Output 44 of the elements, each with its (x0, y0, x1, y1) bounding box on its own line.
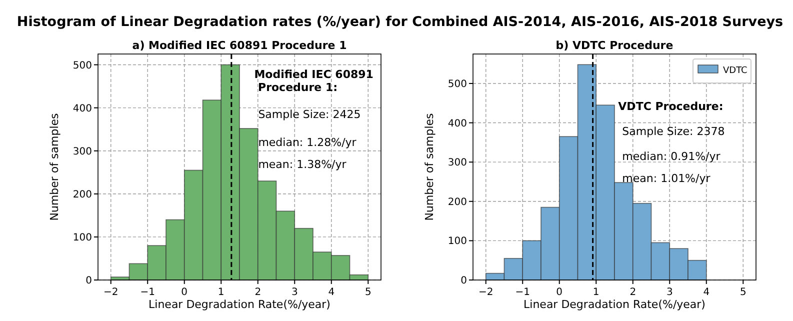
annotation: Sample Size: 2425 (258, 108, 361, 121)
y-tick-label: 200 (72, 189, 92, 200)
y-tick-label: 100 (72, 232, 92, 244)
y-tick-label: 400 (448, 118, 467, 130)
x-tick-label: 3 (291, 287, 298, 298)
annotation: mean: 1.01%/yr (622, 172, 711, 185)
y-tick-label: 0 (86, 276, 92, 286)
x-tick-label: 5 (740, 287, 746, 298)
y-tick-label: 500 (72, 60, 92, 72)
x-tick-label: 1 (592, 287, 600, 298)
x-axis-title: Linear Degradation Rate(%/year) (524, 298, 706, 311)
annotation: mean: 1.38%/yr (258, 158, 347, 171)
y-tick-label: 0 (460, 276, 467, 286)
legend-label: VDTC (723, 66, 748, 76)
y-axis-title: Number of samples (423, 112, 436, 221)
x-tick-label: 3 (666, 287, 673, 298)
annotation: Sample Size: 2378 (622, 125, 725, 138)
annotation: Modified IEC 60891 Procedure 1: (254, 68, 374, 94)
y-tick-label: 100 (448, 236, 467, 248)
x-tick-label: −2 (103, 287, 118, 298)
chart-subtitle: a) Modified IEC 60891 Procedure 1 (132, 39, 347, 52)
y-tick-label: 300 (448, 158, 467, 169)
x-tick-label: 4 (703, 287, 710, 298)
chart-title: b) VDTC Procedure (556, 39, 674, 52)
annotation: VDTC Procedure: (618, 100, 724, 113)
x-tick-label: 0 (181, 287, 188, 298)
y-tick-label: 400 (72, 103, 92, 114)
x-tick-label: −1 (515, 287, 530, 298)
x-tick-label: 0 (556, 287, 563, 298)
y-tick-label: 500 (448, 78, 467, 90)
x-axis-title: Linear Degradation Rate(%/year) (148, 298, 330, 311)
x-tick-label: −2 (478, 287, 494, 298)
x-tick-label: 2 (254, 287, 262, 298)
y-tick-label: 300 (72, 146, 92, 158)
x-tick-label: −1 (140, 287, 155, 298)
x-tick-label: 2 (630, 287, 636, 298)
y-axis-title: Number of samples (48, 112, 61, 221)
y-tick-label: 200 (448, 196, 467, 208)
chart-title: Histogram of Linear Degradation rates (%/year) for Combined AIS-2014, AIS-2016, AIS-2018 Surveys (16, 14, 784, 30)
x-tick-label: 5 (364, 287, 372, 298)
annotation: median: 1.28%/yr (258, 136, 357, 149)
x-tick-label: 4 (328, 287, 335, 298)
x-tick-label: 1 (218, 287, 224, 298)
annotation: median: 0.91%/yr (622, 150, 721, 163)
